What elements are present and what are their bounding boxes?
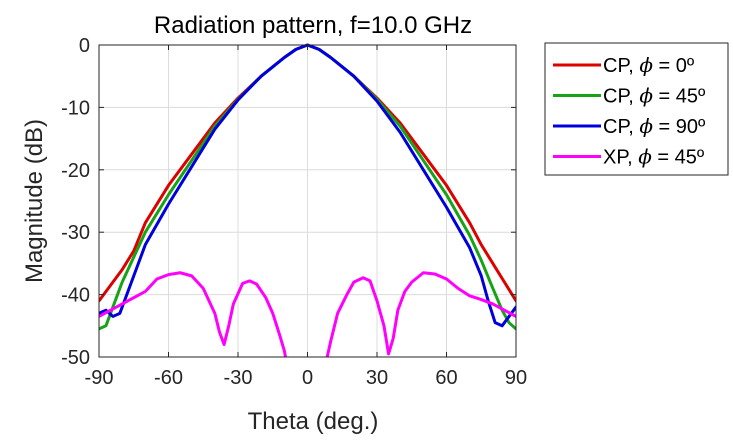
legend-label: CP, ϕ = 90º (603, 114, 706, 138)
chart-title: Radiation pattern, f=10.0 GHz (154, 12, 472, 39)
y-tick-label: 0 (79, 35, 90, 57)
legend-label: CP, ϕ = 45º (603, 84, 706, 108)
x-tick-label: 0 (302, 367, 313, 389)
axes-frame (98, 44, 517, 358)
x-axis-title: Theta (deg.) (248, 408, 379, 435)
y-tick-label: -20 (61, 160, 90, 182)
x-tick-label: 30 (366, 367, 388, 389)
y-tick-label: -50 (61, 347, 90, 369)
legend-label: XP, ϕ = 45º (603, 145, 705, 169)
y-tick-label: -10 (61, 97, 90, 119)
y-axis-title: Magnitude (dB) (21, 119, 48, 283)
tick-labels: -90 -60 -30 0 30 60 90 0 -10 -20 -30 -40 -50 (61, 35, 527, 389)
x-tick-label: 90 (505, 367, 527, 389)
legend: CP, ϕ = 0º CP, ϕ = 45º CP, ϕ = 90º XP, ϕ = … (544, 42, 729, 176)
series-line-3 (99, 271, 287, 357)
y-tick-label: -30 (61, 222, 90, 244)
y-tick-label: -40 (61, 285, 90, 307)
grid (98, 44, 517, 358)
x-tick-label: -30 (224, 367, 253, 389)
x-tick-label: -90 (85, 367, 114, 389)
legend-label: CP, ϕ = 0º (603, 53, 695, 77)
x-tick-label: -60 (154, 367, 183, 389)
series-line-4 (325, 271, 516, 357)
x-tick-label: 60 (435, 367, 457, 389)
